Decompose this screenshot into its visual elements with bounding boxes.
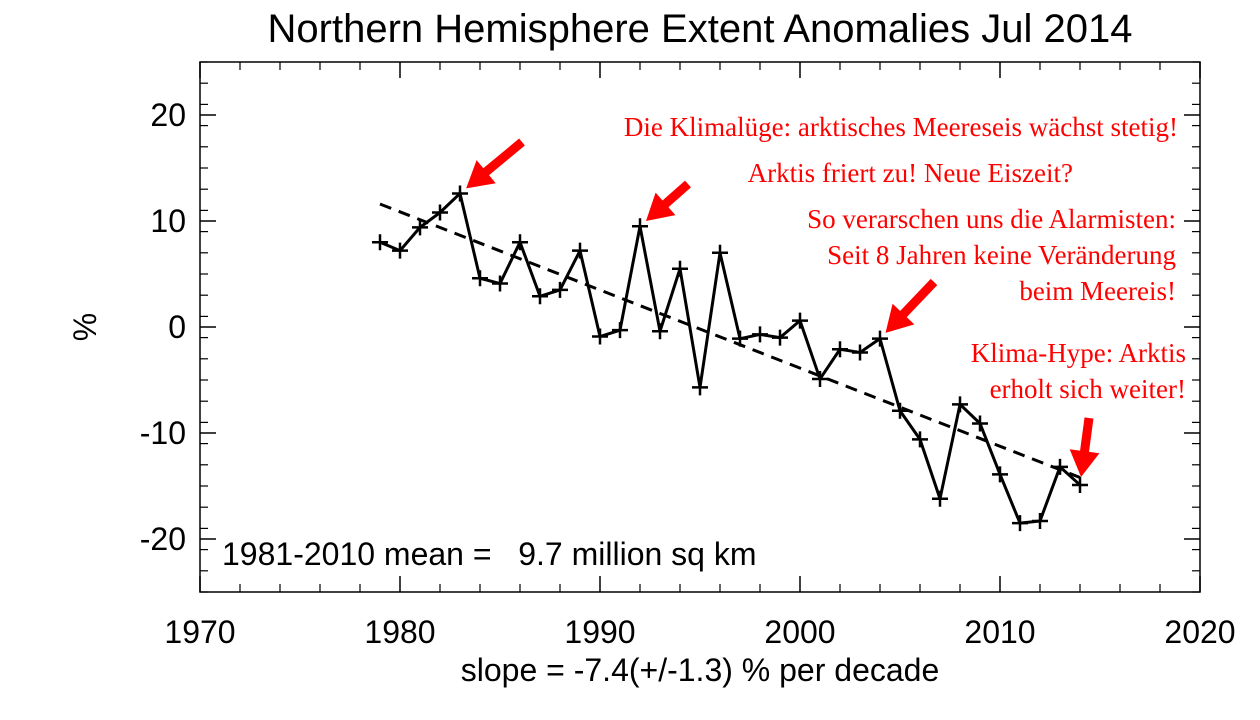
- x-axis-label: slope = -7.4(+/-1.3) % per decade: [461, 652, 940, 688]
- data-point-marker: [1012, 515, 1028, 532]
- y-tick-labels: 20 10 0 -10 -20: [140, 97, 186, 557]
- axis-ticks: [199, 61, 1201, 593]
- annotation-arrow-head: [1069, 449, 1100, 478]
- data-point-marker: [932, 490, 948, 507]
- series-group: [372, 185, 1088, 532]
- data-point-marker: [952, 396, 968, 413]
- data-point-marker: [892, 402, 908, 419]
- annotation-text: Klima-Hype: Arktis: [971, 338, 1186, 368]
- annotation-text: Arktis friert zu! Neue Eiszeit?: [748, 158, 1073, 188]
- x-tick-label: 1970: [164, 614, 235, 650]
- data-point-marker: [812, 370, 828, 387]
- data-point-marker: [412, 219, 428, 236]
- data-point-marker: [392, 242, 408, 259]
- annotation-arrow-head: [885, 303, 915, 333]
- annotation-arrow-head: [466, 160, 496, 189]
- data-point-marker: [472, 270, 488, 287]
- annotation-arrow-shaft: [1079, 417, 1094, 454]
- data-point-marker: [672, 260, 688, 277]
- y-tick-label: 0: [168, 309, 186, 345]
- data-point-marker: [492, 275, 508, 292]
- data-point-marker: [432, 204, 448, 221]
- data-point-marker: [772, 329, 788, 346]
- annotation-text: erholt sich weiter!: [990, 374, 1186, 404]
- data-point-marker: [692, 379, 708, 396]
- annotation-text: beim Meereis!: [1019, 276, 1176, 306]
- data-point-marker: [612, 322, 628, 339]
- y-axis-label: %: [67, 313, 103, 341]
- trend-line-group: [379, 202, 1081, 479]
- annotations-group: Die Klimalüge: arktisches Meereseis wäch…: [466, 112, 1186, 478]
- data-point-marker: [832, 341, 848, 358]
- data-point-marker: [1052, 458, 1068, 475]
- data-point-marker: [852, 344, 868, 361]
- annotation-text: Die Klimalüge: arktisches Meereseis wäch…: [624, 112, 1178, 142]
- data-point-marker: [372, 234, 388, 251]
- x-tick-label: 2000: [764, 614, 835, 650]
- data-point-marker: [992, 466, 1008, 483]
- y-tick-label: -10: [140, 415, 186, 451]
- annotation-arrow-head: [646, 192, 676, 222]
- data-point-marker: [632, 218, 648, 235]
- annotation-text: So verarschen uns die Alarmisten:: [807, 204, 1176, 234]
- y-tick-label: -20: [140, 521, 186, 557]
- y-tick-label: 10: [150, 203, 186, 239]
- annotation-arrow-shaft: [481, 138, 525, 177]
- annotation-text: Seit 8 Jahren keine Veränderung: [827, 240, 1176, 270]
- x-tick-label: 1980: [364, 614, 435, 650]
- mean-note: 1981-2010 mean = 9.7 million sq km: [222, 536, 757, 572]
- data-point-marker: [532, 288, 548, 305]
- data-point-marker: [912, 431, 928, 448]
- trend-line: [379, 202, 1081, 479]
- data-point-marker: [512, 234, 528, 251]
- x-tick-labels: 1970 1980 1990 2000 2010 2020: [164, 614, 1235, 650]
- chart-title: Northern Hemisphere Extent Anomalies Jul…: [268, 7, 1133, 51]
- x-tick-label: 2010: [964, 614, 1035, 650]
- data-point-marker: [652, 323, 668, 340]
- data-point-marker: [872, 330, 888, 347]
- data-point-marker: [1032, 512, 1048, 529]
- annotation-arrow-shaft: [898, 278, 938, 319]
- data-point-marker: [792, 312, 808, 329]
- data-point-marker: [552, 281, 568, 298]
- data-point-marker: [732, 330, 748, 347]
- data-point-marker: [752, 326, 768, 343]
- data-point-marker: [1072, 476, 1088, 493]
- annotation-arrow-shaft: [661, 180, 691, 209]
- x-tick-label: 1990: [564, 614, 635, 650]
- data-point-marker: [572, 242, 588, 259]
- x-tick-label: 2020: [1164, 614, 1235, 650]
- data-point-marker: [972, 415, 988, 432]
- data-point-marker: [452, 185, 468, 202]
- data-point-marker: [712, 244, 728, 261]
- y-tick-label: 20: [150, 97, 186, 133]
- data-point-marker: [592, 328, 608, 345]
